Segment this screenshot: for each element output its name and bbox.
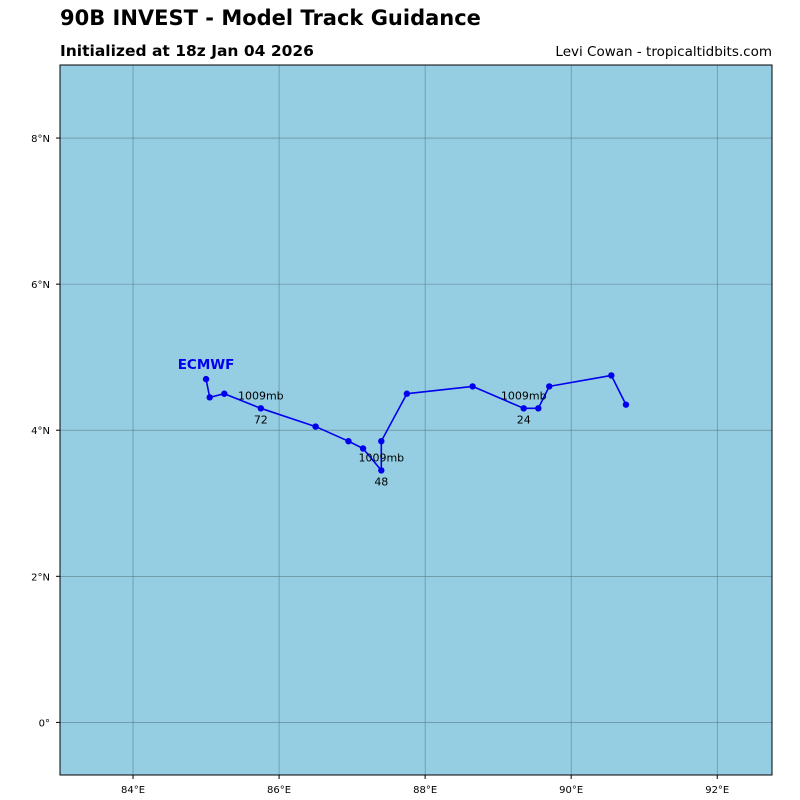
grid-lines — [60, 65, 772, 775]
axis-ticks: 84°E 86°E 88°E 90°E 92°E 0° 2°N 4°N 6°N 8°N — [31, 134, 729, 796]
track-point — [202, 375, 210, 383]
lon-tick-label: 90°E — [559, 785, 583, 796]
track-point — [257, 405, 265, 412]
pressure-label: 1009mb — [501, 389, 547, 402]
forecast-hour-label: 72 — [254, 413, 268, 426]
track-point — [378, 467, 385, 474]
lon-tick-label: 92°E — [705, 785, 729, 796]
track-point — [345, 437, 352, 445]
track-point — [622, 401, 630, 408]
lon-tick-label: 88°E — [413, 785, 437, 796]
credit-text: Levi Cowan - tropicaltidbits.com — [555, 44, 772, 60]
lat-tick-label: 0° — [39, 718, 50, 729]
track-point — [608, 372, 615, 379]
pressure-label: 1009mb — [238, 389, 284, 402]
track-point — [535, 405, 542, 412]
model-tracks: ECMWF 1009mb 24 1009mb 48 1009mb 72 — [178, 357, 630, 488]
lat-tick-label: 8°N — [31, 134, 50, 145]
lon-tick-label: 84°E — [121, 785, 145, 796]
lon-tick-label: 86°E — [267, 785, 291, 796]
track-point — [469, 383, 476, 390]
lat-tick-label: 4°N — [31, 426, 50, 437]
ocean-background — [59, 64, 773, 776]
init-time: Initialized at 18z Jan 04 2026 — [60, 42, 314, 60]
chart-title: 90B INVEST - Model Track Guidance — [60, 6, 481, 30]
map-frame — [59, 64, 773, 776]
lat-tick-label: 2°N — [31, 572, 50, 583]
forecast-hour-label: 24 — [517, 413, 531, 426]
lat-tick-label: 6°N — [31, 280, 50, 291]
track-point — [546, 383, 553, 390]
pressure-label: 1009mb — [358, 451, 404, 464]
track-point — [312, 423, 319, 430]
track-line — [205, 374, 627, 472]
track-point — [221, 390, 228, 397]
track-point — [206, 394, 213, 401]
forecast-hour-label: 48 — [374, 475, 388, 488]
model-label: ECMWF — [178, 357, 235, 373]
track-point — [520, 405, 527, 412]
track-point — [403, 390, 411, 397]
track-point — [359, 445, 367, 452]
track-point — [378, 437, 385, 445]
